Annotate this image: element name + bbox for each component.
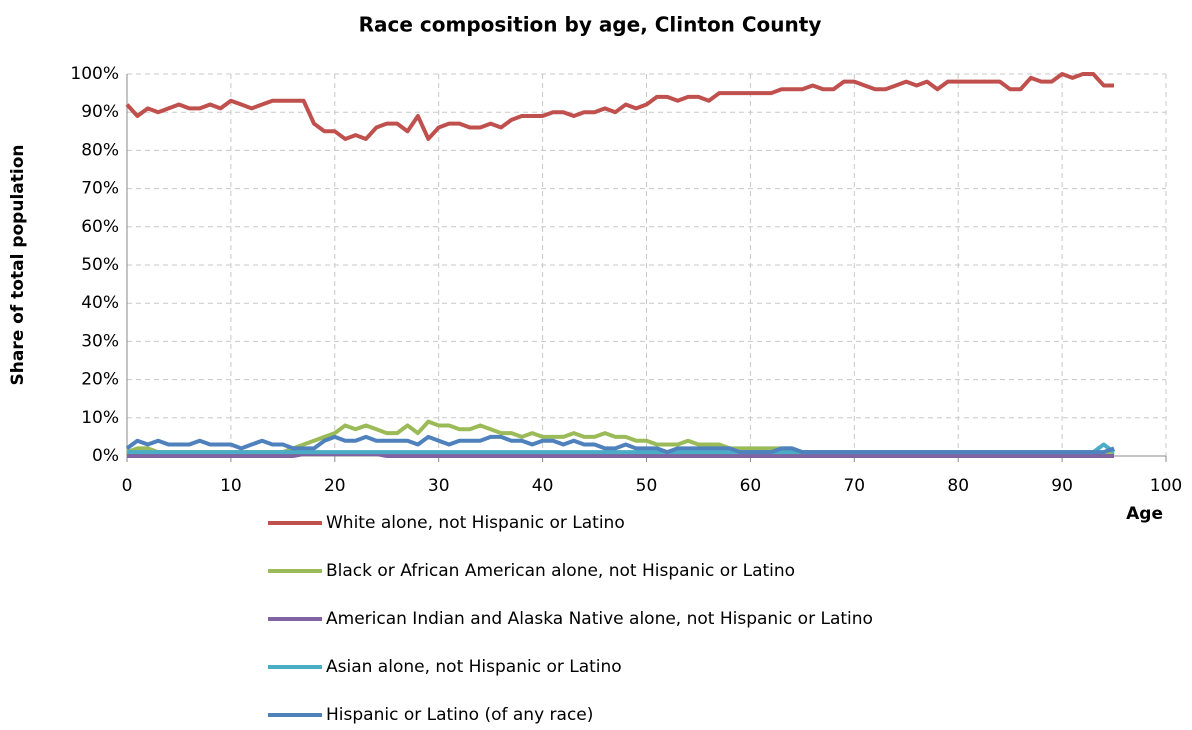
y-tick-label: 10% — [81, 408, 119, 428]
y-axis-label: Share of total population — [8, 145, 28, 386]
y-tick-label: 40% — [81, 293, 119, 313]
x-tick-label: 40 — [532, 476, 554, 496]
y-tick-label: 20% — [81, 370, 119, 390]
legend-label: American Indian and Alaska Native alone,… — [326, 609, 873, 629]
series-line — [125, 72, 1115, 141]
x-tick-label: 60 — [740, 476, 762, 496]
y-tick-label: 70% — [81, 179, 119, 199]
x-axis-label: Age — [1126, 504, 1163, 524]
x-tick-label: 20 — [324, 476, 346, 496]
y-tick-label: 90% — [81, 102, 119, 122]
x-tick-label: 80 — [947, 476, 969, 496]
legend-label: Black or African American alone, not His… — [326, 561, 795, 581]
legend-label: Asian alone, not Hispanic or Latino — [326, 657, 622, 677]
legend-label: Hispanic or Latino (of any race) — [326, 705, 593, 725]
x-tick-label: 70 — [843, 476, 865, 496]
y-tick-label: 50% — [81, 255, 119, 275]
series-line — [125, 434, 1115, 455]
x-tick-label: 10 — [220, 476, 242, 496]
y-tick-label: 100% — [70, 64, 119, 84]
y-tick-label: 60% — [81, 217, 119, 237]
x-tick-label: 0 — [122, 476, 133, 496]
legend-label: White alone, not Hispanic or Latino — [326, 513, 625, 533]
x-tick-label: 100 — [1150, 476, 1182, 496]
y-tick-label: 0% — [92, 446, 119, 466]
series-line — [127, 452, 1115, 458]
chart-title: Race composition by age, Clinton County — [359, 13, 822, 37]
y-tick-label: 80% — [81, 140, 119, 160]
x-tick-label: 90 — [1051, 476, 1073, 496]
y-tick-label: 30% — [81, 331, 119, 351]
x-tick-label: 50 — [636, 476, 658, 496]
x-tick-label: 30 — [428, 476, 450, 496]
